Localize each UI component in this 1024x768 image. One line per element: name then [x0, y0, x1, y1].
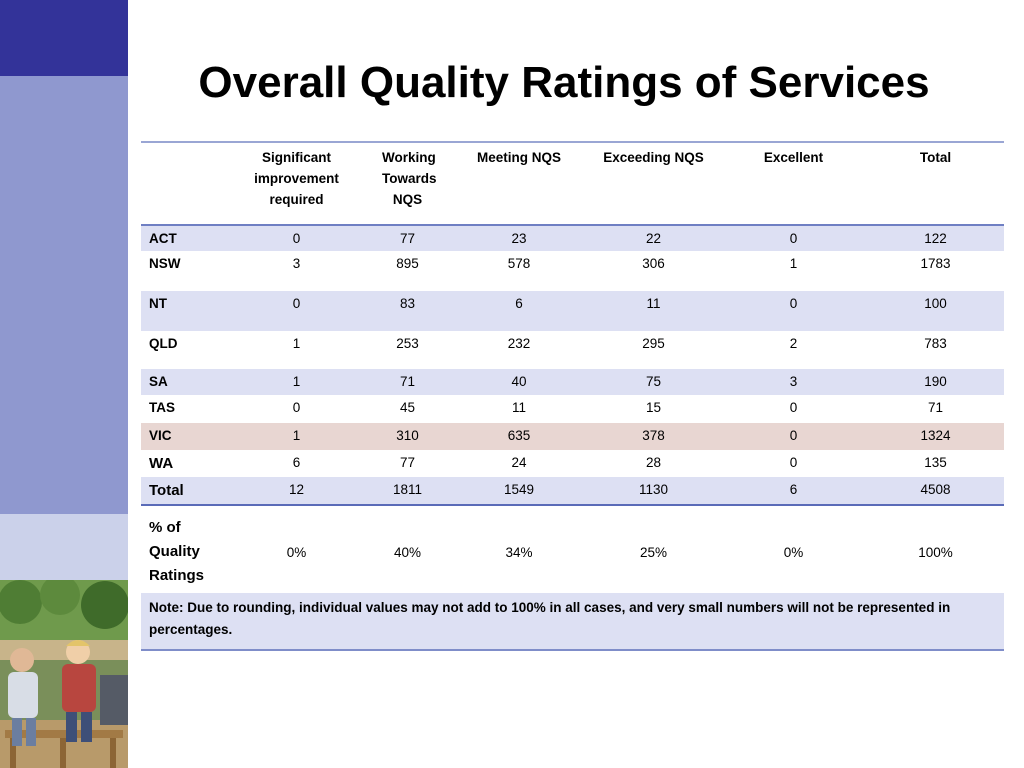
cell-total: 135 — [924, 455, 947, 470]
cell-excellent: 0 — [789, 400, 798, 415]
cell-total: 4508 — [867, 477, 1004, 505]
cell-working: 77 — [399, 455, 416, 470]
cell-exceeding: 15 — [645, 400, 662, 415]
cell-meeting: 1549 — [451, 477, 587, 505]
sidebar-band-dark — [0, 0, 128, 76]
header-total: Total — [919, 150, 952, 165]
cell-working: 1811 — [364, 477, 451, 505]
table-row-qld: QLD 1 253 232 295 2 783 — [141, 331, 1004, 369]
cell-exceeding: 295 — [642, 336, 665, 351]
page-title: Overall Quality Ratings of Services — [198, 58, 930, 107]
cell-excellent: 2 — [789, 336, 798, 351]
header-meeting-nqs: Meeting NQS — [476, 150, 561, 165]
cell-significant: 6 — [292, 455, 301, 470]
row-label: QLD — [149, 336, 178, 351]
cell-meeting: 34% — [505, 544, 533, 560]
table-note-row: Note: Due to rounding, individual values… — [141, 593, 1004, 651]
cell-excellent: 0% — [783, 544, 804, 560]
cell-meeting: 6 — [451, 291, 587, 331]
cell-working: 83 — [364, 291, 451, 331]
cell-working: 77 — [364, 225, 451, 251]
cell-excellent: 1 — [789, 256, 798, 271]
cell-excellent: 0 — [720, 423, 867, 450]
row-label: NSW — [149, 256, 181, 271]
sidebar-band-light — [0, 514, 128, 580]
header-significant-improvement: Significant improvement required — [254, 150, 339, 207]
table-row-nsw: NSW 3 895 578 306 1 1783 — [141, 251, 1004, 291]
table-header-row: Significant improvement required Working… — [141, 142, 1004, 225]
cell-excellent: 6 — [720, 477, 867, 505]
table-row-wa: WA 6 77 24 28 0 135 — [141, 450, 1004, 477]
cell-exceeding: 75 — [587, 369, 720, 395]
cell-significant: 0 — [292, 400, 301, 415]
cell-total: 1324 — [867, 423, 1004, 450]
cell-working: 45 — [399, 400, 416, 415]
cell-total: 71 — [927, 400, 944, 415]
cell-exceeding: 306 — [642, 256, 665, 271]
cell-exceeding: 28 — [645, 455, 662, 470]
header-excellent: Excellent — [763, 150, 824, 165]
cell-meeting: 232 — [507, 336, 531, 351]
cell-exceeding: 11 — [587, 291, 720, 331]
cell-meeting: 11 — [511, 400, 526, 415]
cell-excellent: 3 — [720, 369, 867, 395]
cell-total: 122 — [867, 225, 1004, 251]
table-row-act: ACT 0 77 23 22 0 122 — [141, 225, 1004, 251]
cell-significant: 1 — [229, 369, 364, 395]
cell-significant: 12 — [229, 477, 364, 505]
cell-total: 190 — [867, 369, 1004, 395]
table-row-sa: SA 1 71 40 75 3 190 — [141, 369, 1004, 395]
cell-total: 100% — [918, 544, 953, 560]
cell-meeting: 635 — [451, 423, 587, 450]
children-photo — [0, 580, 128, 768]
cell-significant: 0 — [229, 291, 364, 331]
header-exceeding-nqs: Exceeding NQS — [603, 150, 704, 165]
cell-working: 253 — [396, 336, 419, 351]
row-label: SA — [141, 369, 229, 395]
cell-exceeding: 378 — [587, 423, 720, 450]
table-row-percent: % of Quality Ratings 0% 40% 34% 25% 0% 1… — [141, 505, 1004, 593]
cell-exceeding: 1130 — [587, 477, 720, 505]
cell-meeting: 578 — [507, 256, 531, 271]
table-row-nt: NT 0 83 6 11 0 100 — [141, 291, 1004, 331]
table-note: Note: Due to rounding, individual values… — [141, 593, 1004, 651]
cell-excellent: 0 — [720, 225, 867, 251]
cell-significant: 0 — [229, 225, 364, 251]
cell-total: 100 — [867, 291, 1004, 331]
cell-meeting: 24 — [511, 455, 527, 470]
table-row-vic: VIC 1 310 635 378 0 1324 — [141, 423, 1004, 450]
cell-total: 783 — [924, 336, 947, 351]
row-label: ACT — [141, 225, 229, 251]
header-cell-empty — [141, 142, 229, 225]
header-working-towards: Working Towards NQS — [382, 150, 437, 207]
quality-ratings-table: Significant improvement required Working… — [141, 141, 1004, 651]
cell-significant: 0% — [286, 544, 307, 560]
cell-exceeding: 25% — [639, 544, 668, 560]
cell-exceeding: 22 — [587, 225, 720, 251]
row-label: Total — [141, 477, 229, 505]
cell-excellent: 0 — [720, 291, 867, 331]
cell-working: 895 — [396, 256, 419, 271]
row-label: NT — [141, 291, 229, 331]
row-label: % of Quality Ratings — [149, 519, 205, 584]
cell-total: 1783 — [920, 256, 951, 271]
row-label: VIC — [141, 423, 229, 450]
sidebar-band-mid — [0, 76, 128, 514]
cell-working: 40% — [393, 544, 422, 560]
cell-significant: 3 — [292, 256, 301, 271]
table-row-total: Total 12 1811 1549 1130 6 4508 — [141, 477, 1004, 505]
cell-working: 310 — [364, 423, 451, 450]
table-row-tas: TAS 0 45 11 15 0 71 — [141, 395, 1004, 423]
cell-significant: 1 — [292, 336, 301, 351]
cell-meeting: 40 — [451, 369, 587, 395]
cell-significant: 1 — [229, 423, 364, 450]
cell-excellent: 0 — [789, 455, 798, 470]
row-label: WA — [149, 455, 174, 472]
row-label: TAS — [149, 400, 175, 415]
cell-working: 71 — [364, 369, 451, 395]
cell-meeting: 23 — [451, 225, 587, 251]
